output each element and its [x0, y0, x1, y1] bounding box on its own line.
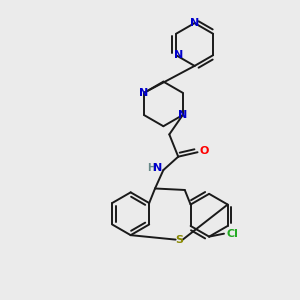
Text: N: N — [153, 163, 163, 173]
Text: O: O — [200, 146, 209, 156]
Text: H: H — [147, 163, 155, 173]
Text: N: N — [140, 88, 149, 98]
Text: N: N — [173, 50, 183, 60]
Text: N: N — [190, 18, 199, 28]
Text: N: N — [178, 110, 187, 120]
Text: Cl: Cl — [227, 229, 239, 239]
Text: S: S — [175, 235, 183, 244]
